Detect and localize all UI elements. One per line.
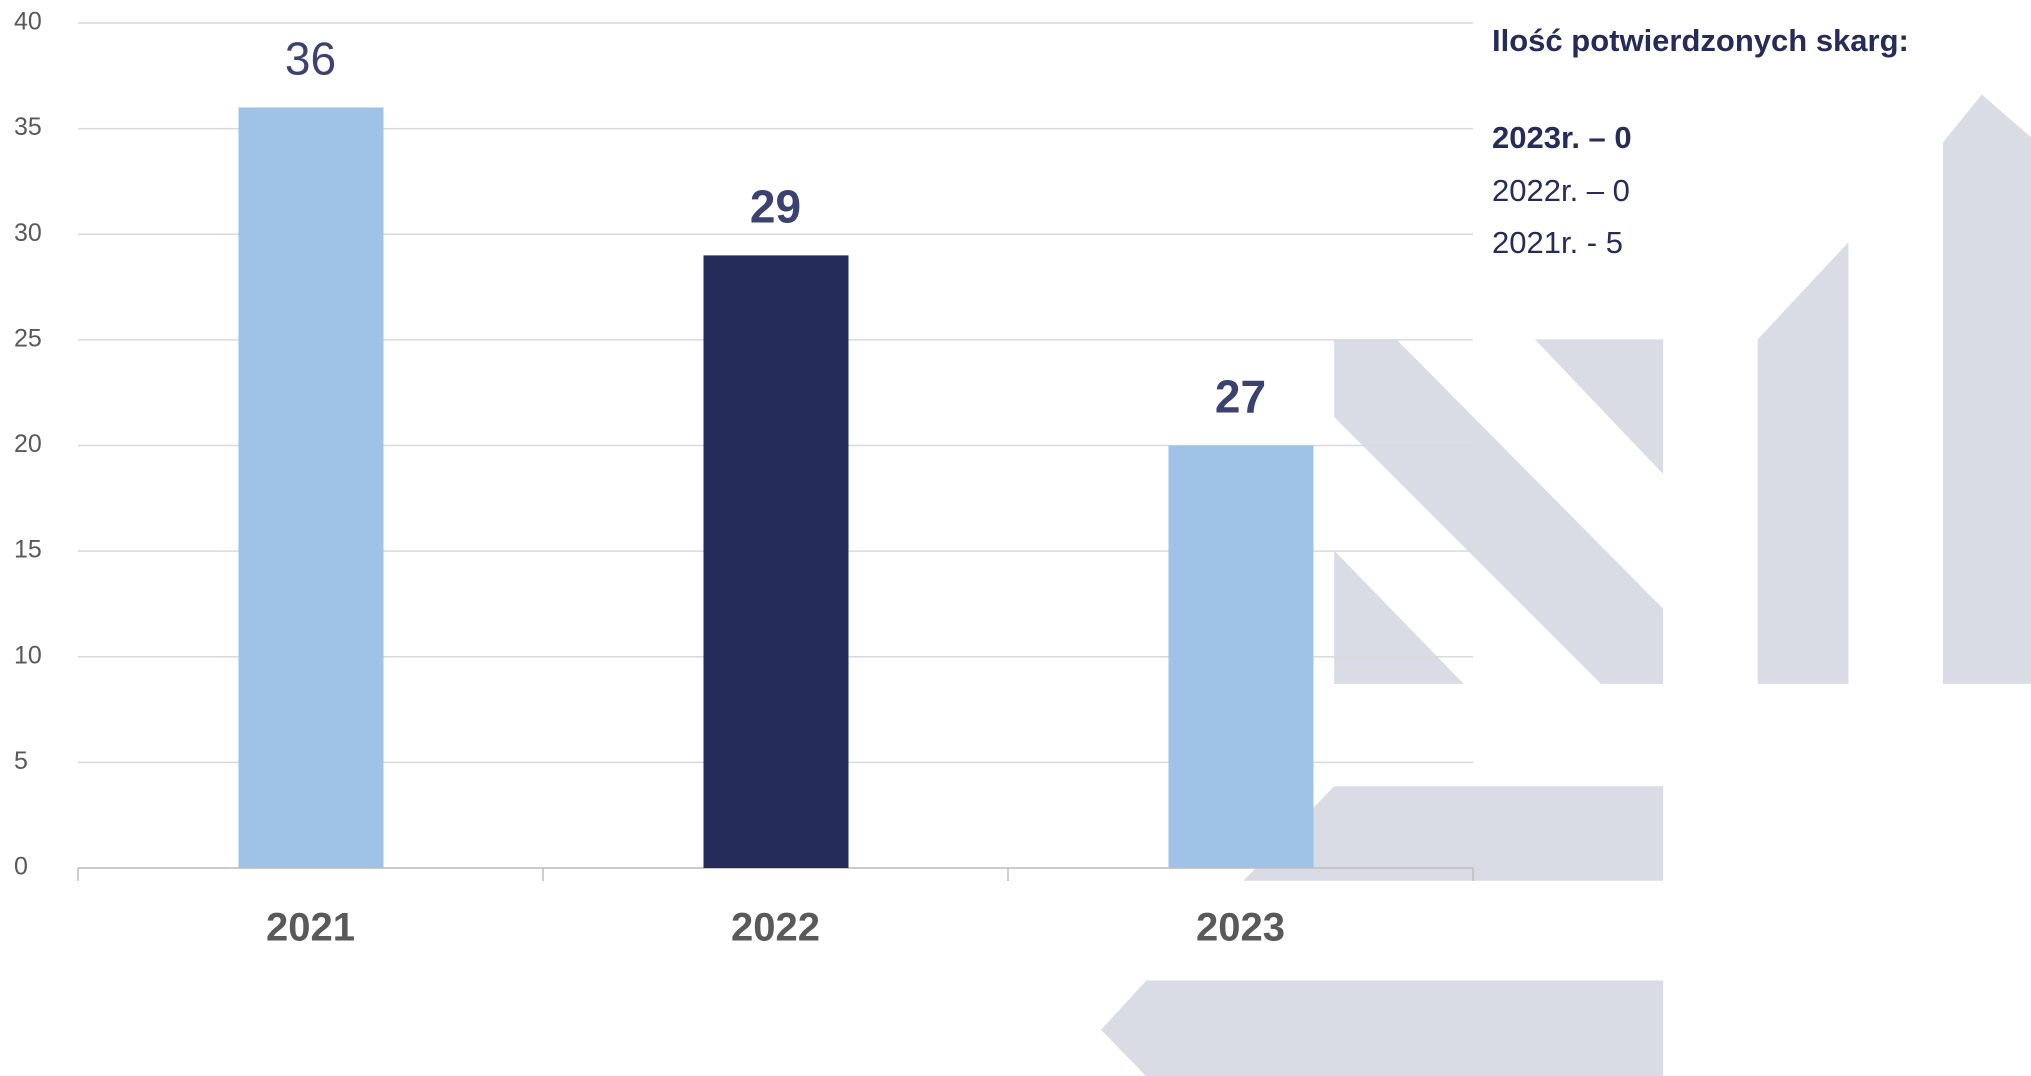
background-logo [1101,94,2031,1076]
side-title: Ilość potwierdzonych skarg: [1492,23,1909,58]
x-tick-label: 2023 [1196,906,1285,950]
y-tick-label: 40 [14,8,42,36]
y-tick-label: 30 [14,219,42,247]
data-label: 29 [750,181,801,233]
side-line: 2021r. - 5 [1492,225,1623,260]
side-line: 2023r. – 0 [1492,120,1632,155]
y-tick-label: 5 [14,747,28,775]
y-tick-label: 15 [14,536,42,564]
bar [703,255,849,868]
x-tick-label: 2022 [731,906,820,950]
y-tick-label: 10 [14,641,42,669]
x-tick-label: 2021 [266,906,355,950]
y-tick-label: 35 [14,113,42,141]
y-tick-label: 0 [14,853,28,881]
side-line: 2022r. – 0 [1492,173,1630,208]
y-tick-label: 20 [14,430,42,458]
y-tick-label: 25 [14,324,42,352]
bar [1168,445,1314,868]
data-label: 27 [1215,371,1266,423]
data-label: 36 [285,33,336,85]
bar [238,107,384,868]
